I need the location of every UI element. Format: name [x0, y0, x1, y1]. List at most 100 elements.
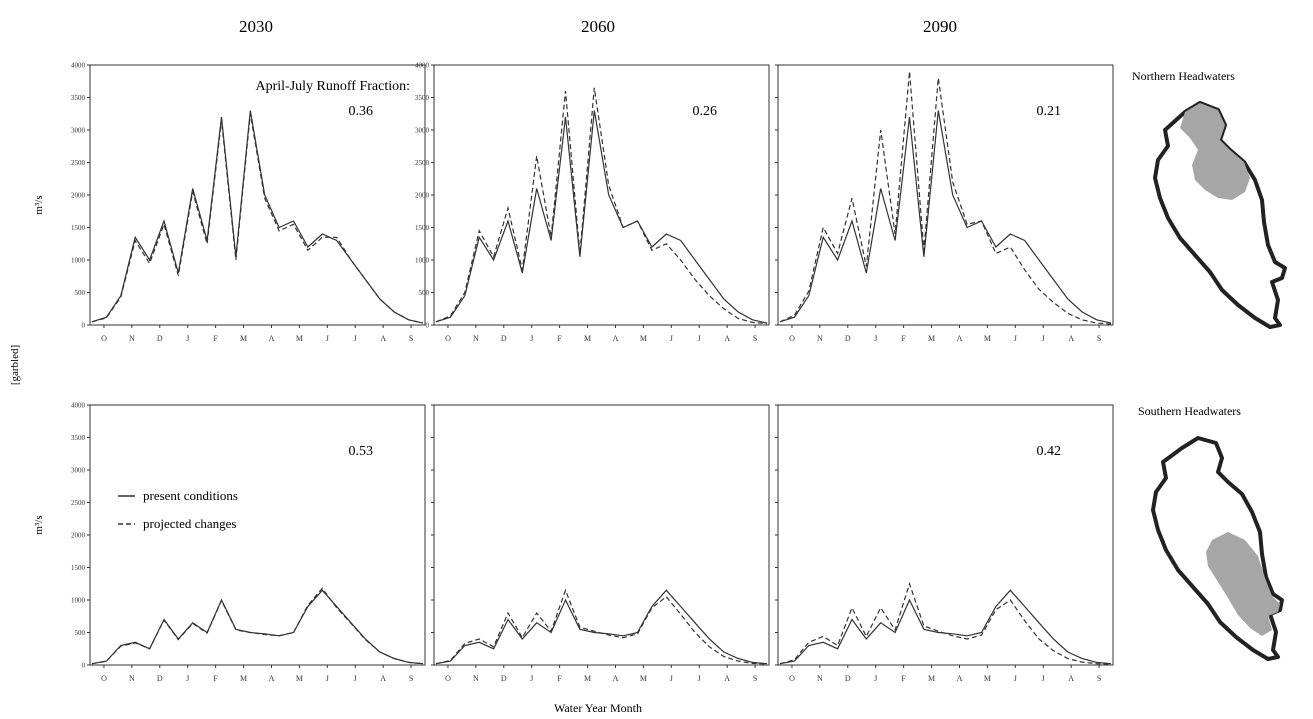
x-tick-label: F	[557, 334, 562, 343]
side-y-label: [garbled]	[9, 345, 21, 385]
legend-projected-label: projected changes	[143, 516, 236, 531]
x-tick-label: J	[874, 674, 877, 683]
panel-frame-3	[89, 404, 426, 666]
y-tick-label: 1000	[415, 257, 430, 265]
x-tick-label: M	[240, 674, 247, 683]
x-tick-label: M	[928, 334, 935, 343]
x-tick-label: A	[380, 674, 386, 683]
x-tick-label: D	[501, 334, 507, 343]
row-y-label-bottom: m³/s	[33, 515, 45, 534]
x-tick-label: F	[901, 674, 906, 683]
x-tick-label: M	[984, 334, 991, 343]
x-tick-label: S	[753, 334, 757, 343]
x-tick-label: S	[409, 334, 413, 343]
x-tick-label: O	[101, 674, 107, 683]
x-tick-label: J	[1042, 674, 1045, 683]
present-series-line	[779, 589, 1112, 665]
legend-present-label: present conditions	[143, 488, 238, 503]
projected-series-line	[779, 581, 1112, 665]
x-tick-label: J	[670, 674, 673, 683]
y-tick-label: 0	[82, 662, 86, 670]
southern-headwaters-region	[1206, 532, 1280, 636]
x-tick-label: S	[409, 674, 413, 683]
y-tick-label: 500	[419, 289, 430, 297]
panel-frame-5	[777, 404, 1114, 666]
y-tick-label: 3000	[415, 127, 430, 135]
x-tick-label: N	[129, 674, 135, 683]
x-tick-label: F	[901, 334, 906, 343]
x-tick-label: O	[445, 334, 451, 343]
projected-series-line	[91, 587, 424, 665]
y-tick-label: 3000	[71, 467, 86, 475]
y-tick-label: 2000	[415, 192, 430, 200]
x-tick-label: S	[753, 674, 757, 683]
x-tick-label: J	[530, 674, 533, 683]
panel-frame-0	[89, 64, 426, 326]
x-tick-label: A	[1068, 674, 1074, 683]
x-tick-label: A	[269, 674, 275, 683]
panel-frame-2	[777, 64, 1114, 326]
x-tick-label: J	[354, 674, 357, 683]
y-tick-label: 2500	[415, 159, 430, 167]
y-tick-label: 4000	[415, 62, 430, 70]
x-tick-label: M	[928, 674, 935, 683]
projected-series-line	[91, 113, 424, 324]
x-tick-label: M	[640, 334, 647, 343]
x-axis-label: Water Year Month	[554, 701, 642, 715]
y-tick-label: 4000	[71, 402, 86, 410]
x-tick-label: J	[1014, 674, 1017, 683]
y-tick-label: 1000	[71, 597, 86, 605]
present-series-line	[779, 110, 1112, 324]
x-tick-label: J	[698, 674, 701, 683]
y-tick-label: 500	[75, 629, 86, 637]
x-tick-label: M	[984, 674, 991, 683]
x-tick-label: M	[296, 334, 303, 343]
x-tick-label: F	[213, 674, 218, 683]
y-tick-label: 1500	[71, 564, 86, 572]
column-title-2030: 2030	[239, 17, 273, 36]
y-tick-label: 1500	[415, 224, 430, 232]
row-label-northern: Northern Headwaters	[1132, 69, 1235, 83]
projected-series-line	[435, 87, 768, 325]
x-tick-label: J	[874, 334, 877, 343]
panel-frame-4	[433, 404, 770, 666]
y-tick-label: 4000	[71, 62, 86, 70]
column-title-2090: 2090	[923, 17, 957, 36]
y-tick-label: 1500	[71, 224, 86, 232]
x-tick-label: A	[957, 334, 963, 343]
y-tick-label: 0	[82, 322, 86, 330]
row-y-label-top: m³/s	[33, 195, 45, 214]
northern-headwaters-region	[1180, 103, 1250, 200]
legend: present conditions projected changes	[118, 488, 238, 531]
projected-series-line	[779, 71, 1112, 325]
x-tick-label: J	[1014, 334, 1017, 343]
x-tick-label: A	[613, 674, 619, 683]
x-tick-label: J	[530, 334, 533, 343]
southern-headwaters-map	[1151, 436, 1284, 661]
x-tick-label: A	[724, 674, 730, 683]
runoff-fraction-title: April-July Runoff Fraction:	[255, 79, 410, 94]
x-tick-label: D	[157, 674, 163, 683]
panel-frame-1	[433, 64, 770, 326]
x-tick-label: F	[213, 334, 218, 343]
x-tick-label: J	[1042, 334, 1045, 343]
x-tick-label: N	[129, 334, 135, 343]
x-tick-label: S	[1097, 334, 1101, 343]
x-tick-label: O	[445, 674, 451, 683]
y-tick-label: 3500	[415, 94, 430, 102]
x-tick-label: O	[789, 334, 795, 343]
x-tick-label: D	[157, 334, 163, 343]
x-tick-label: N	[817, 674, 823, 683]
x-tick-label: F	[557, 674, 562, 683]
present-series-line	[91, 589, 424, 665]
runoff-fraction-value: 0.26	[693, 104, 718, 119]
southern-basin-outline	[1151, 436, 1284, 661]
x-tick-label: A	[613, 334, 619, 343]
y-tick-label: 3500	[71, 94, 86, 102]
x-tick-label: J	[186, 334, 189, 343]
chart-panels: 0 500 1000 1500 2000 2500 3000 3500 4000 O N D J F M A M…	[71, 62, 1114, 683]
x-tick-label: J	[670, 334, 673, 343]
northern-basin-outline	[1153, 101, 1287, 329]
y-tick-label: 3500	[71, 434, 86, 442]
